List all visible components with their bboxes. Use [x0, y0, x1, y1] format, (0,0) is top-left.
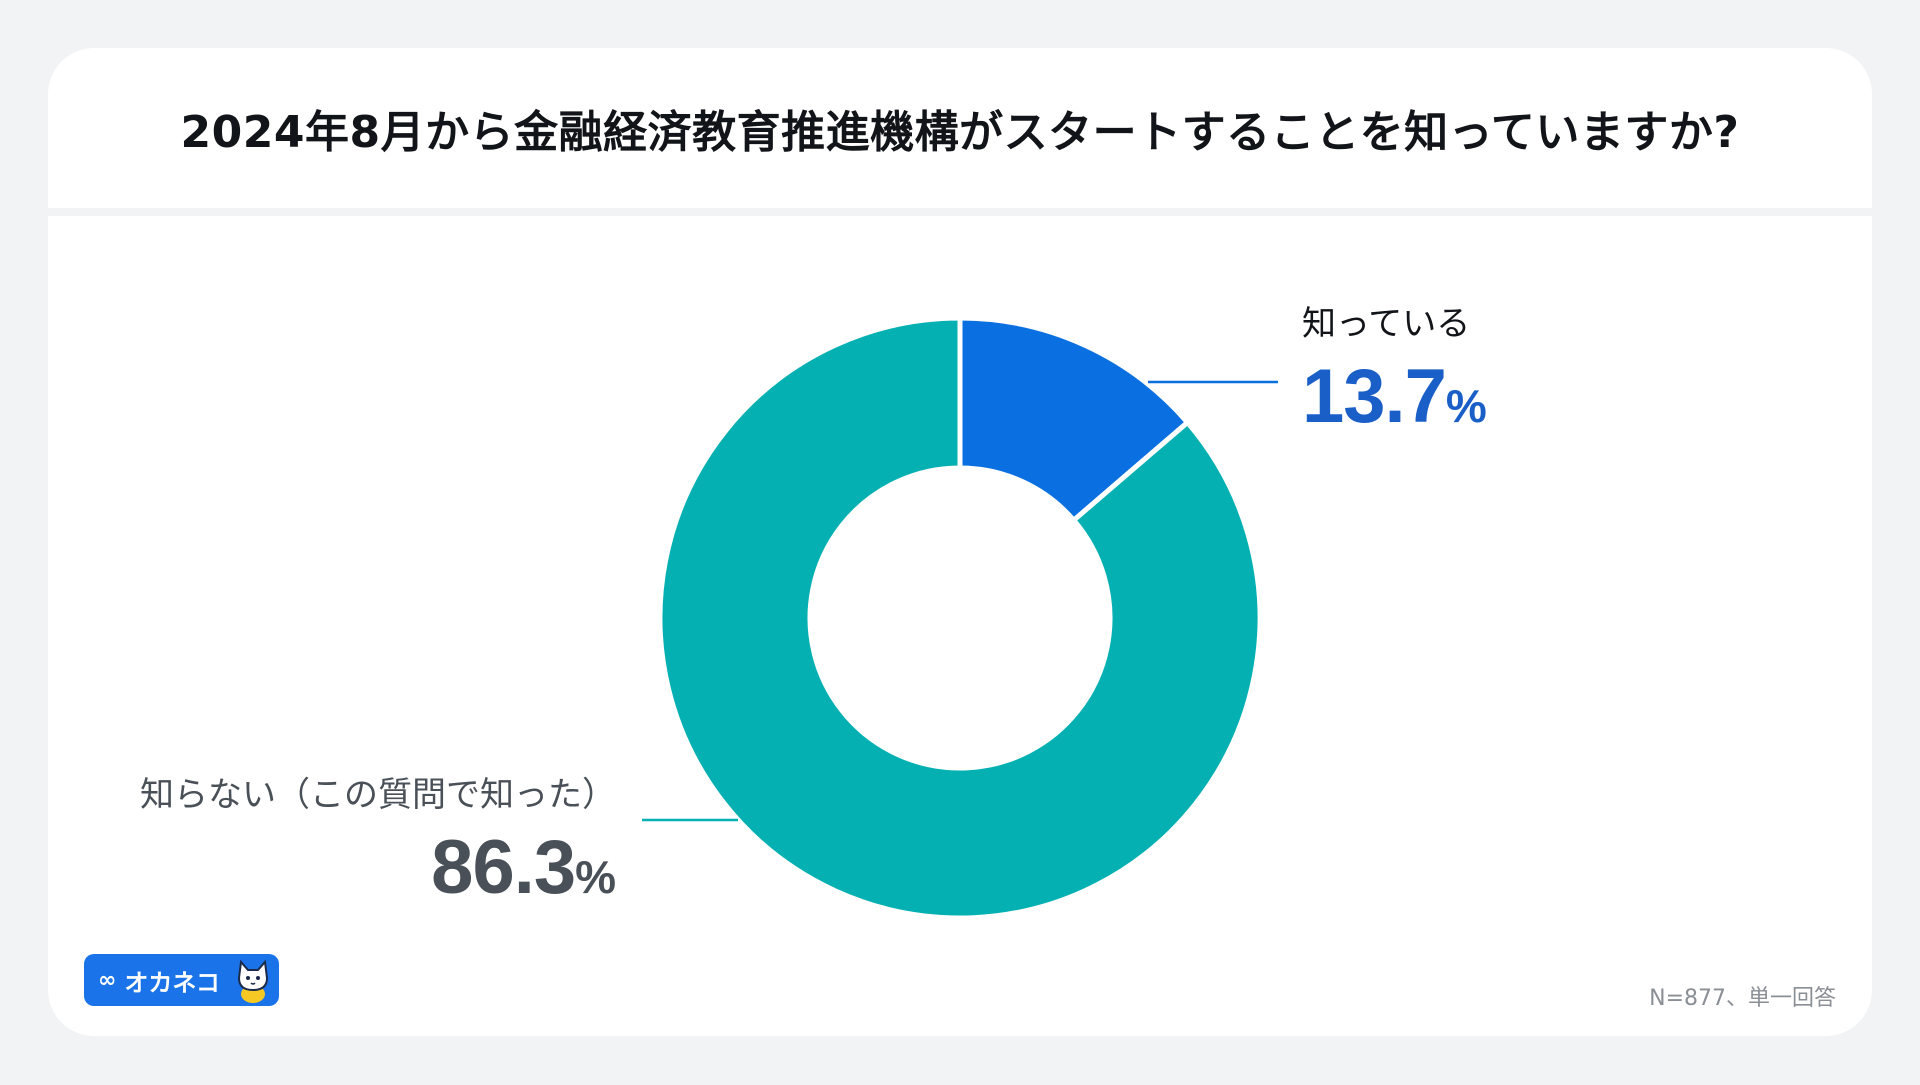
label-unknown-unit: % — [575, 851, 616, 903]
okaneko-logo: ∞ オカネコ — [84, 954, 279, 1006]
logo-text: オカネコ — [124, 968, 220, 997]
title-bar: 2024年8月から金融経済教育推進機構がスタートすることを知っていますか? — [48, 48, 1872, 208]
label-known: 知っている 13.7% — [1302, 296, 1487, 440]
label-known-unit: % — [1445, 380, 1487, 432]
label-known-name: 知っている — [1302, 304, 1471, 344]
label-unknown-value: 86.3 — [431, 825, 576, 910]
chart-title: 2024年8月から金融経済教育推進機構がスタートすることを知っていますか? — [180, 107, 1740, 158]
sample-note: N=877、単一回答 — [1649, 986, 1836, 1011]
divider — [48, 208, 1872, 216]
infinity-icon: ∞ — [98, 967, 117, 993]
label-unknown: 知らない（この質問で知った） 86.3% — [140, 767, 616, 911]
slice-unknown — [657, 315, 1263, 921]
cat-icon — [237, 959, 269, 1003]
label-known-value: 13.7 — [1302, 354, 1447, 439]
label-unknown-name: 知らない（この質問で知った） — [140, 775, 616, 815]
